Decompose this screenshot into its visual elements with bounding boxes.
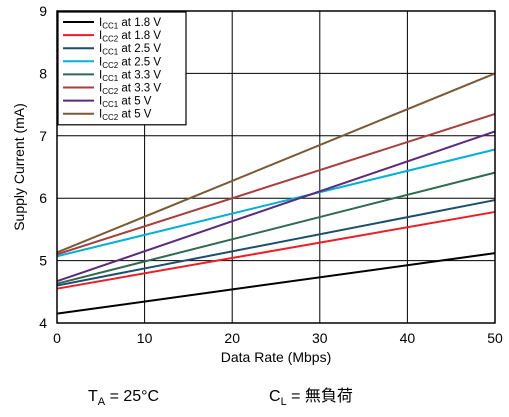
series-line-8 — [56, 72, 496, 254]
legend-label-main: I — [99, 56, 102, 68]
legend-label-rest: at 3.3 V — [118, 83, 161, 95]
series-line-1 — [56, 252, 496, 315]
series-line-4 — [56, 148, 496, 258]
series-line-3 — [56, 199, 496, 287]
load-capacitance-note: CL = 無負荷 — [269, 387, 353, 408]
legend-label-rest: at 5 V — [118, 109, 152, 121]
x-tick-label: 50 — [487, 330, 503, 346]
legend-label-main: I — [99, 17, 102, 29]
legend-label-subscript: CC1 — [102, 74, 119, 83]
load-capacitance-symbol: C — [269, 388, 281, 405]
load-capacitance-subscript: L — [281, 396, 287, 408]
load-capacitance-value: = 無負荷 — [287, 387, 353, 405]
y-tick-label: 7 — [39, 128, 47, 144]
x-tick-label: 0 — [53, 330, 61, 346]
legend-label-subscript: CC1 — [102, 22, 119, 31]
x-tick-label: 40 — [400, 330, 416, 346]
tick-layer: 0 10 20 30 40 50 4 5 6 7 8 9 — [39, 3, 503, 346]
legend-label-subscript: CC2 — [102, 61, 119, 70]
y-tick-label: 8 — [39, 65, 47, 81]
legend-label-subscript: CC2 — [102, 113, 119, 122]
legend-label-subscript: CC1 — [102, 100, 119, 109]
legend-label-subscript: CC2 — [102, 35, 119, 44]
legend-label-subscript: CC2 — [102, 87, 119, 96]
ambient-temperature-subscript: A — [98, 396, 106, 408]
legend-label-3: ICC1 at 2.5 V — [99, 43, 161, 57]
y-axis-label: Supply Current (mA) — [11, 103, 27, 231]
x-tick-label: 10 — [137, 330, 153, 346]
x-axis-label: Data Rate (Mbps) — [221, 349, 331, 365]
ambient-temperature-value: = 25°C — [105, 388, 159, 405]
x-tick-label: 20 — [224, 330, 240, 346]
series-layer — [56, 72, 496, 315]
y-tick-label: 6 — [39, 190, 47, 206]
y-tick-label: 9 — [39, 3, 47, 19]
plot-frame — [56, 10, 496, 324]
legend-label-subscript: CC1 — [102, 48, 119, 57]
legend-label-5: ICC1 at 3.3 V — [99, 69, 161, 83]
series-line-6 — [56, 113, 496, 256]
ambient-temperature-note: TA = 25°C — [88, 388, 159, 408]
legend-label-rest: at 2.5 V — [118, 43, 161, 55]
legend-label-main: I — [99, 96, 102, 108]
legend-label-main: I — [99, 109, 102, 121]
ambient-temperature-symbol: T — [88, 388, 98, 405]
legend-box — [57, 11, 187, 126]
legend-label-6: ICC2 at 3.3 V — [99, 83, 161, 97]
y-tick-label: 4 — [39, 315, 47, 331]
legend-label-rest: at 2.5 V — [118, 56, 161, 68]
legend-label-rest: at 3.3 V — [118, 69, 161, 81]
series-line-2 — [56, 210, 496, 290]
legend-label-7: ICC1 at 5 V — [99, 96, 152, 110]
legend-label-main: I — [99, 83, 102, 95]
legend-label-main: I — [99, 69, 102, 81]
legend-label-main: I — [99, 30, 102, 42]
legend-label-4: ICC2 at 2.5 V — [99, 56, 161, 70]
x-tick-label: 30 — [312, 330, 328, 346]
legend-label-rest: at 1.8 V — [118, 17, 161, 29]
legend-label-8: ICC2 at 5 V — [99, 109, 152, 123]
y-tick-label: 5 — [39, 253, 47, 269]
legend-label-rest: at 1.8 V — [118, 30, 161, 42]
legend-label-rest: at 5 V — [118, 96, 152, 108]
series-line-7 — [56, 130, 496, 283]
series-line-5 — [56, 171, 496, 285]
legend-label-1: ICC1 at 1.8 V — [99, 17, 161, 31]
legend-label-main: I — [99, 43, 102, 55]
legend-label-2: ICC2 at 1.8 V — [99, 30, 161, 44]
